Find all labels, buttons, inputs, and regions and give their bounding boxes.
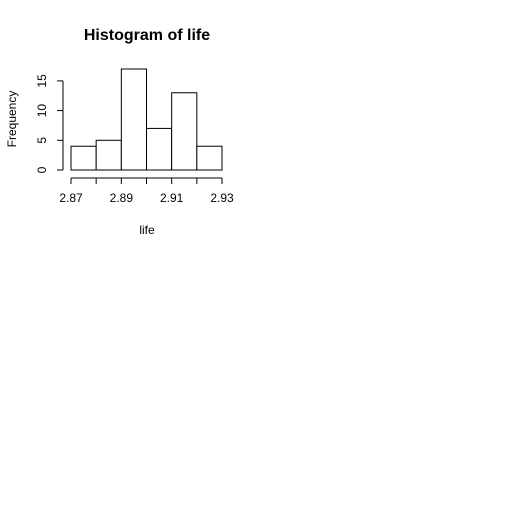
- y-tick-label-0: 0: [35, 166, 49, 173]
- histogram-bar-5: [196, 145, 223, 171]
- histogram-bar-4: [171, 92, 198, 171]
- x-axis-label: life: [139, 223, 155, 237]
- y-tick-label-1: 5: [35, 137, 49, 144]
- histogram-bar-1: [95, 139, 122, 171]
- y-tick-label-3: 15: [35, 74, 49, 88]
- x-axis: 2.87 2.89 2.91 2.93: [59, 177, 234, 205]
- x-tick-label-0: 2.87: [59, 191, 83, 205]
- y-axis: 0 5 10 15: [35, 74, 64, 173]
- histogram-bar-0: [70, 145, 97, 171]
- bars-group: [70, 68, 223, 171]
- x-tick-label-6: 2.93: [210, 191, 234, 205]
- histogram-bar-2: [120, 68, 148, 171]
- chart-title: Histogram of life: [84, 27, 210, 44]
- histogram-bar-3: [146, 127, 173, 171]
- x-tick-label-2: 2.89: [110, 191, 134, 205]
- x-tick-label-4: 2.91: [160, 191, 184, 205]
- y-axis-label: Frequency: [5, 91, 19, 148]
- y-tick-label-2: 10: [35, 104, 49, 118]
